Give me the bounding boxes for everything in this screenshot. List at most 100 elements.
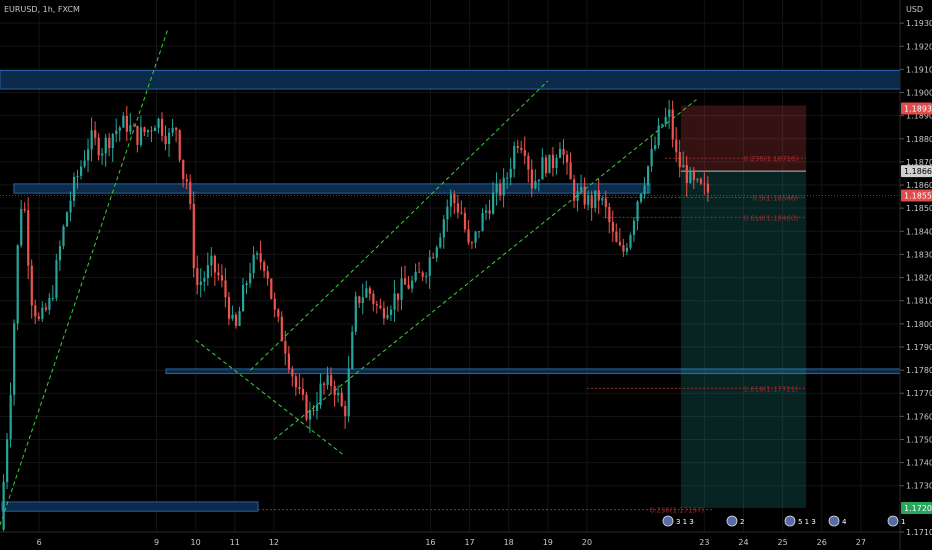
candle-body: [87, 149, 90, 161]
candle-body: [562, 148, 565, 155]
candle-body: [439, 237, 442, 248]
candle-body: [104, 137, 107, 154]
candle-body: [393, 293, 396, 310]
candle-body: [238, 311, 241, 326]
candle-body: [203, 278, 206, 282]
candle-body: [632, 220, 636, 235]
event-badge-label: 5 1 3: [798, 518, 816, 526]
currency-label[interactable]: USD: [906, 5, 923, 14]
candle-body: [326, 375, 329, 385]
price-axis[interactable]: 1.19300 1.19200 1.19100 1.19000 1.18900 1.188…: [900, 19, 932, 537]
candle-body: [171, 127, 174, 133]
event-badge[interactable]: 5 1 3: [784, 515, 816, 527]
event-badge-icon: [726, 515, 738, 527]
candle-body: [396, 293, 400, 300]
candle-body: [661, 124, 664, 126]
candle-body: [516, 146, 519, 148]
time-axis[interactable]: 6 9 10 11 12 16 17 18 19 20 23 24 25 26 27: [37, 538, 866, 547]
candle-body: [249, 273, 252, 284]
y-tick-label: 1.17100: [906, 528, 932, 537]
y-tick-label: 1.19300: [906, 19, 932, 28]
event-badge[interactable]: 2: [726, 515, 744, 527]
candle-body: [460, 212, 463, 214]
candle-body: [456, 203, 460, 213]
x-tick-label: 16: [425, 538, 435, 547]
y-tick-label: 1.18000: [906, 320, 932, 329]
y-tick-label: 1.17700: [906, 389, 932, 398]
candle-body: [337, 392, 340, 396]
y-tick-label: 1.17500: [906, 435, 932, 444]
candle-body: [256, 253, 259, 255]
candle-body: [414, 271, 417, 281]
candle-body: [389, 309, 393, 315]
price-tag-label: 1.18660: [904, 167, 932, 176]
candle-body: [432, 257, 435, 259]
price-tag-bg: [901, 165, 932, 178]
candle-body: [34, 305, 37, 317]
candle-body: [263, 262, 266, 272]
candle-body: [622, 244, 625, 252]
candle-body: [639, 194, 643, 202]
candle-body: [150, 130, 153, 132]
symbol-title[interactable]: EURUSD, 1h, FXCM: [4, 5, 80, 14]
candle-body: [608, 206, 611, 223]
candle-body: [604, 198, 607, 207]
candle-body: [351, 331, 354, 369]
candle-body: [62, 226, 65, 247]
candle-body: [442, 219, 445, 238]
candle-body: [277, 309, 280, 317]
candle-body: [513, 146, 516, 169]
candle-body: [347, 368, 350, 417]
candle-body: [354, 296, 357, 332]
candle-body: [404, 278, 407, 285]
candle-body: [650, 149, 653, 167]
candle-body: [618, 241, 622, 245]
candle-body: [291, 369, 294, 377]
candle-body: [48, 298, 51, 310]
candle-body: [333, 385, 336, 396]
y-tick-label: 1.18900: [906, 112, 932, 121]
candle-body: [474, 231, 477, 243]
event-badge[interactable]: 1: [887, 515, 905, 527]
candle-body: [703, 183, 706, 185]
candle-body: [344, 405, 347, 417]
candle-body: [597, 190, 600, 201]
event-badge-label: 3 1 3: [676, 518, 694, 526]
candle-body: [534, 181, 537, 189]
candle-body: [425, 275, 428, 277]
short-position-tool[interactable]: [680, 105, 807, 508]
event-markers[interactable]: 3 1 3 2 5 1 3 4 1: [662, 515, 905, 527]
candle-body: [69, 200, 72, 213]
x-tick-label: 6: [37, 538, 42, 547]
candle-body: [643, 185, 646, 195]
candle-body: [400, 278, 403, 300]
candle-body: [368, 288, 371, 294]
x-tick-label: 18: [504, 538, 514, 547]
candle-body: [164, 135, 167, 145]
candle-body: [492, 192, 495, 214]
y-tick-label: 1.19100: [906, 65, 932, 74]
fib-label: 0.236(1.18716): [744, 155, 799, 163]
candle-body: [308, 409, 312, 420]
candle-body: [58, 246, 62, 261]
candle-body: [270, 278, 273, 299]
y-tick-label: 1.18800: [906, 135, 932, 144]
candle-body: [523, 150, 526, 156]
candle-body: [569, 162, 572, 180]
candle-body: [502, 177, 505, 196]
candle-body: [72, 176, 76, 201]
x-tick-label: 10: [191, 538, 201, 547]
candle-body: [446, 206, 449, 220]
candle-body: [358, 296, 361, 303]
event-badge[interactable]: 3 1 3: [662, 515, 694, 527]
candle-body: [499, 183, 502, 196]
candle-body: [594, 190, 597, 209]
candle-body: [65, 212, 69, 227]
event-badge[interactable]: 4: [828, 515, 847, 527]
candle-body: [234, 314, 238, 326]
candle-body: [467, 229, 470, 243]
